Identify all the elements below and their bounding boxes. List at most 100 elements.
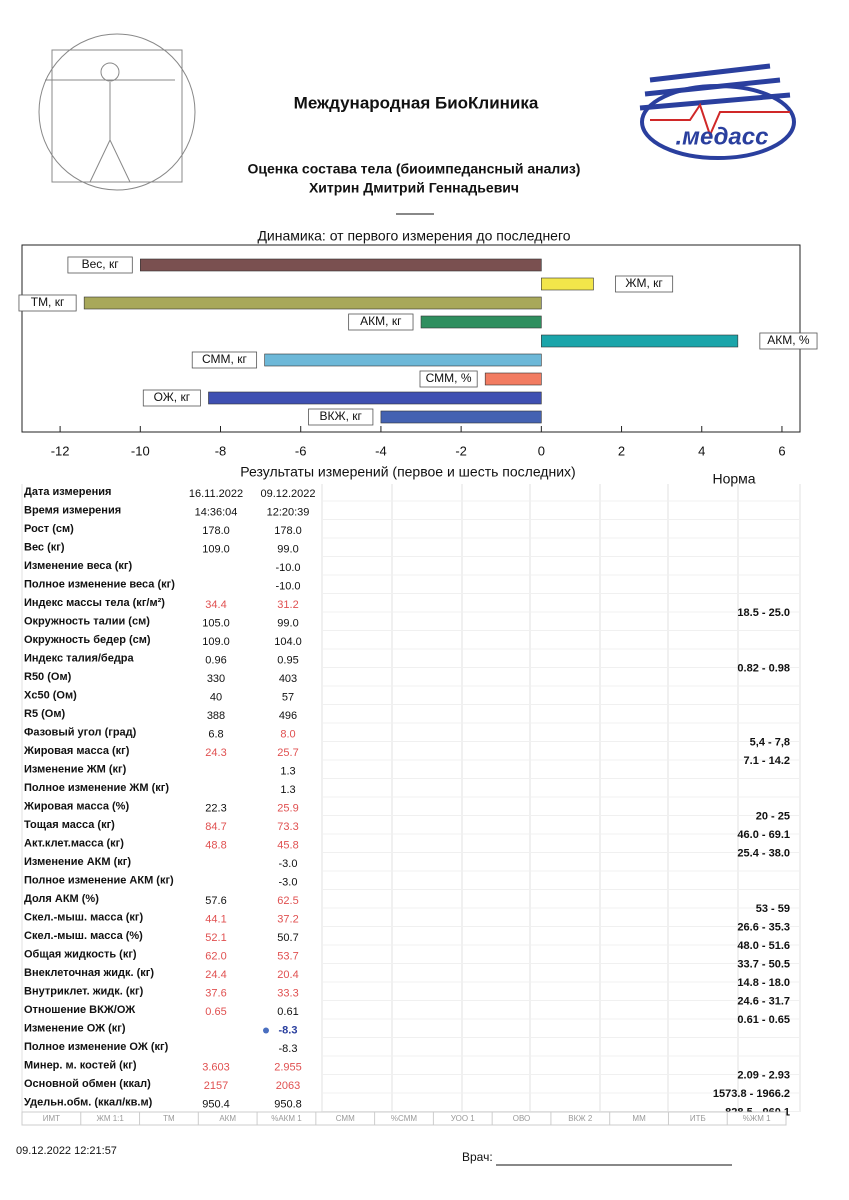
- doctor-label: Врач:: [462, 1150, 493, 1164]
- bar-label: АКМ, %: [767, 333, 810, 347]
- bar-label: ЖМ, кг: [625, 276, 663, 290]
- cell-value: 45.8: [277, 839, 298, 851]
- row-label: Дата измерения: [24, 486, 111, 498]
- cell-value: 37.6: [205, 987, 226, 999]
- row-label: Изменение АКМ (кг): [24, 856, 131, 868]
- row-label: Индекс талия/бедра: [24, 652, 135, 664]
- row-label: Доля АКМ (%): [24, 893, 99, 905]
- bar-label-box: [348, 313, 414, 331]
- cell-value: 52.1: [205, 932, 226, 944]
- x-tick-label: -2: [455, 443, 467, 458]
- cell-value: 31.2: [277, 599, 298, 611]
- x-tick-label: 0: [538, 443, 545, 458]
- cell-value: -10.0: [275, 562, 300, 574]
- cell-value: 24.4: [205, 969, 226, 981]
- cell-value: 25.9: [277, 802, 298, 814]
- bar-label-box: [18, 294, 77, 312]
- row-label: Индекс массы тела (кг/м²): [24, 597, 165, 609]
- cell-value: 388: [207, 710, 225, 722]
- bar: [541, 334, 739, 348]
- cell-value: 1.3: [280, 765, 295, 777]
- bar-label-box: [419, 370, 478, 388]
- report-subtitle: Оценка состава тела (биоимпедансный анал…: [248, 161, 581, 177]
- bar: [541, 277, 594, 291]
- bar-label: Вес, кг: [82, 257, 120, 271]
- cell-value: 24.3: [205, 747, 226, 759]
- norm-value: 20 - 25: [756, 810, 790, 822]
- row-label: Время измерения: [24, 504, 121, 516]
- cell-value: 73.3: [277, 821, 298, 833]
- cell-value: 0.65: [205, 1006, 226, 1018]
- row-label: Полное изменение ЖМ (кг): [24, 782, 169, 794]
- norm-value: 25.4 - 38.0: [737, 847, 790, 859]
- row-label: Основной обмен (ккал): [24, 1078, 151, 1090]
- cell-value: 37.2: [277, 913, 298, 925]
- strip-label: АКМ: [219, 1114, 236, 1123]
- cell-value: 6.8: [208, 728, 223, 740]
- cell-value: 8.0: [280, 728, 295, 740]
- cell-value: 2.955: [274, 1061, 302, 1073]
- cell-value: 09.12.2022: [260, 488, 315, 500]
- cell-value: 2063: [276, 1080, 300, 1092]
- cell-value: 22.3: [205, 802, 226, 814]
- bar-label: СММ, кг: [202, 352, 247, 366]
- x-tick-label: -12: [51, 443, 70, 458]
- cell-value: 178.0: [202, 525, 230, 537]
- row-label: Внутриклет. жидк. (кг): [24, 985, 144, 997]
- row-label: Окружность бедер (см): [24, 634, 151, 646]
- row-label: Полное изменение ОЖ (кг): [24, 1041, 169, 1053]
- bar-label-box: [191, 351, 258, 369]
- cell-value: 105.0: [202, 617, 230, 629]
- strip-label: ТМ: [163, 1114, 175, 1123]
- norm-value: 5,4 - 7,8: [750, 736, 790, 748]
- row-label: Минер. м. костей (кг): [24, 1059, 137, 1071]
- bar: [420, 315, 542, 329]
- x-tick-label: 4: [698, 443, 705, 458]
- table-title: Результаты измерений (первое и шесть пос…: [240, 464, 575, 480]
- x-tick-label: -6: [295, 443, 307, 458]
- bar: [380, 410, 542, 424]
- medass-logo: .медасс: [639, 63, 796, 160]
- bar-label: ВКЖ, кг: [320, 409, 363, 423]
- cell-value: 16.11.2022: [189, 488, 243, 500]
- norm-value: 18.5 - 25.0: [737, 607, 790, 619]
- strip-label: %СММ: [391, 1114, 417, 1123]
- cell-value: 109.0: [202, 543, 230, 555]
- row-label: Окружность талии (см): [24, 615, 150, 627]
- cell-value: 84.7: [205, 821, 226, 833]
- x-tick-label: 6: [778, 443, 785, 458]
- bar: [264, 353, 542, 367]
- row-label: R50 (Ом): [24, 671, 72, 683]
- strip-label: ВКЖ 2: [568, 1114, 593, 1123]
- strip-label: ИТБ: [690, 1114, 706, 1123]
- vitruvian-logo: [38, 33, 196, 191]
- row-label: Изменение веса (кг): [24, 560, 132, 572]
- patient-name: Хитрин Дмитрий Геннадьевич: [309, 180, 519, 196]
- bar-label-box: [67, 256, 133, 274]
- x-tick-label: -4: [375, 443, 387, 458]
- cell-value: 33.3: [277, 987, 298, 999]
- bar-label: ОЖ, кг: [154, 390, 191, 404]
- norm-value: 7.1 - 14.2: [744, 755, 790, 767]
- norm-value: 1573.8 - 1966.2: [713, 1088, 790, 1100]
- cell-value: 62.0: [205, 950, 226, 962]
- cell-value: 57.6: [205, 895, 226, 907]
- row-label: Внеклеточная жидк. (кг): [24, 967, 154, 979]
- norm-value: 0.82 - 0.98: [737, 662, 790, 674]
- x-tick-label: 2: [618, 443, 625, 458]
- norm-value: 26.6 - 35.3: [737, 921, 790, 933]
- cell-value: 12:20:39: [267, 506, 310, 518]
- strip-label: УОО 1: [451, 1114, 475, 1123]
- strip-label: %ЖМ 1: [743, 1114, 771, 1123]
- row-label: Фазовый угол (град): [24, 726, 137, 738]
- bar-label-box: [759, 332, 818, 350]
- bar: [208, 391, 542, 405]
- cell-value: 48.8: [205, 839, 226, 851]
- value-marker: [263, 1027, 269, 1034]
- norm-value: 48.0 - 51.6: [737, 940, 790, 952]
- bar-label: АКМ, кг: [360, 314, 402, 328]
- cell-value: 20.4: [277, 969, 298, 981]
- cell-value: 0.96: [205, 654, 226, 666]
- strip-label: ЖМ 1:1: [96, 1114, 124, 1123]
